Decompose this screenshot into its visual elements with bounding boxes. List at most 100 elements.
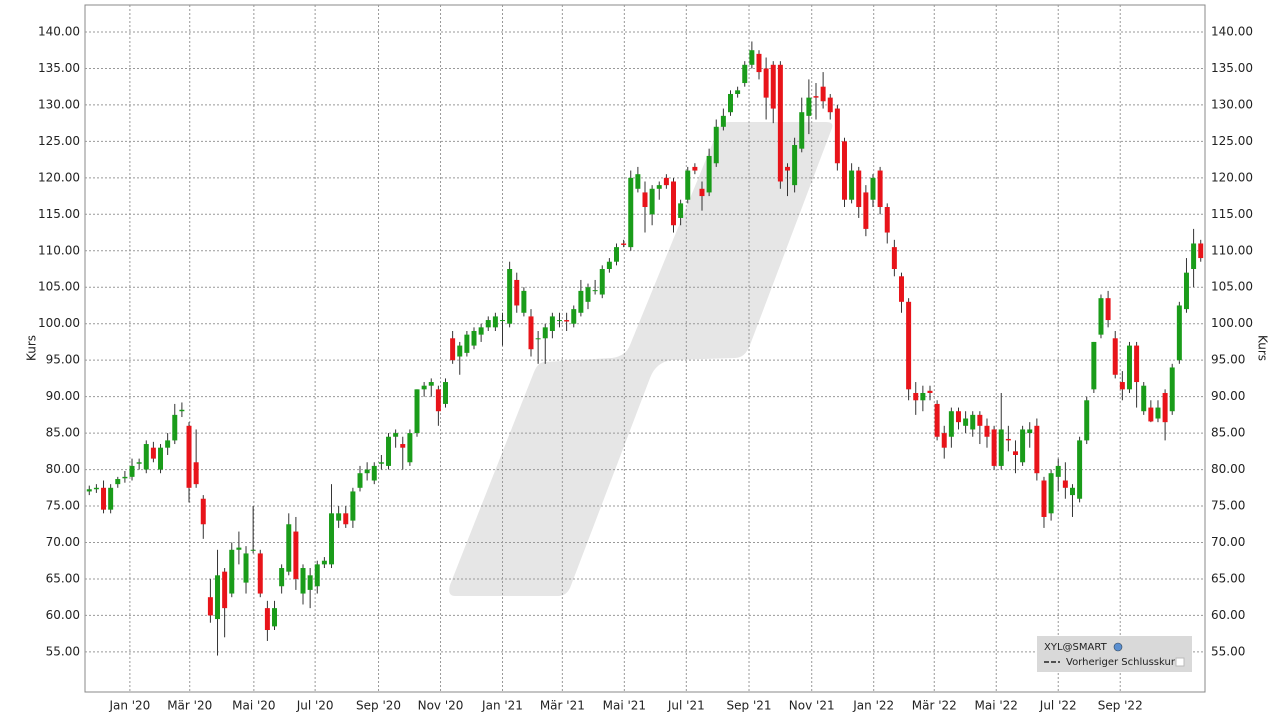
candle-body [941,433,947,448]
y-tick-label: 80.00 [46,462,80,476]
y-tick-label: 60.00 [46,608,80,622]
y-tick-label: 75.00 [46,499,80,513]
candle-body [172,414,178,441]
candle-body [906,301,912,390]
candle-body [592,290,598,292]
candle-body [735,90,741,94]
candle-body [350,491,356,521]
candle-body [1162,392,1168,423]
y-tick-label: 115.00 [38,207,80,221]
candle-body [165,440,171,448]
candle-body [699,188,705,197]
candle-body [606,261,612,270]
candle-body [984,425,990,437]
y-tick-label: 140.00 [38,24,80,38]
candle-body [207,597,213,616]
y2-axis-label: Kurs [1256,335,1270,361]
y-tick-label: 70.00 [46,535,80,549]
candle-body [1112,338,1118,375]
candle-body [378,462,384,464]
candle-body [571,309,577,324]
candle-body [179,409,185,412]
y2-tick-label: 120.00 [1211,170,1253,184]
candle-body [321,560,327,565]
y2-tick-label: 140.00 [1211,24,1253,38]
candle-body [1055,465,1061,477]
candle-body [222,571,228,609]
x-tick-label: Jan '20 [108,699,150,713]
candle-body [393,433,399,437]
candle-body [1012,451,1018,455]
candle-body [799,112,805,149]
candle-body [200,498,206,525]
legend-previous-close: Vorheriger Schlusskurs [1066,657,1180,668]
candle-body [742,64,748,84]
candle-body [1005,438,1011,441]
candle-body [1034,425,1040,474]
y2-tick-label: 80.00 [1211,462,1245,476]
candle-body [898,276,904,302]
candle-body [143,444,149,470]
x-tick-label: Mär '20 [167,699,212,713]
y2-tick-label: 110.00 [1211,243,1253,257]
candle-body [1077,440,1083,499]
candle-body [927,390,933,393]
y2-tick-label: 130.00 [1211,97,1253,111]
candle-body [279,568,285,587]
candle-body [1191,243,1197,270]
candle-body [300,568,306,594]
candle-body [364,469,370,474]
y2-tick-label: 115.00 [1211,207,1253,221]
legend-checkbox[interactable] [1175,657,1185,667]
candle-body [549,316,555,331]
candle-body [286,524,292,572]
watermark [449,122,833,596]
candle-body [834,108,840,164]
candle-body [913,392,919,401]
x-tick-label: Jan '21 [481,699,523,713]
candle-body [585,287,591,302]
candle-body [450,338,456,361]
candle-body [1098,298,1104,335]
y-tick-label: 95.00 [46,353,80,367]
candle-body [877,170,883,208]
candle-body [257,553,263,594]
candle-body [357,473,363,488]
candle-body [329,513,335,565]
x-tick-label: Nov '21 [789,699,835,713]
candle-body [785,166,790,171]
candle-body [1027,429,1033,434]
candle-body [642,192,648,208]
candle-body [777,64,783,182]
x-tick-label: Sep '22 [1098,699,1143,713]
candle-body [856,170,862,208]
candle-body [706,155,712,193]
candle-body [1176,305,1182,361]
candle-body [421,385,427,390]
candle-body [1198,243,1204,259]
candle-body [870,177,876,200]
candle-body [614,247,619,262]
candle-body [485,320,491,328]
y-tick-label: 135.00 [38,61,80,75]
y2-tick-label: 135.00 [1211,61,1253,75]
y-tick-label: 130.00 [38,97,80,111]
y2-tick-label: 85.00 [1211,426,1245,440]
candle-body [414,389,420,434]
candle-body [849,170,855,200]
x-tick-label: Jul '20 [296,699,334,713]
candle-body [621,243,627,245]
candle-body [813,96,819,98]
candle-body [671,181,676,226]
y2-tick-label: 60.00 [1211,608,1245,622]
candle-body [998,429,1004,466]
candle-body [564,320,570,322]
candles [86,41,1204,656]
y2-tick-label: 95.00 [1211,353,1245,367]
candle-body [478,327,484,335]
candle-body [1069,487,1075,496]
x-tick-label: Mär '22 [912,699,957,713]
y-tick-label: 90.00 [46,389,80,403]
y-tick-label: 120.00 [38,170,80,184]
candle-body [115,479,121,485]
